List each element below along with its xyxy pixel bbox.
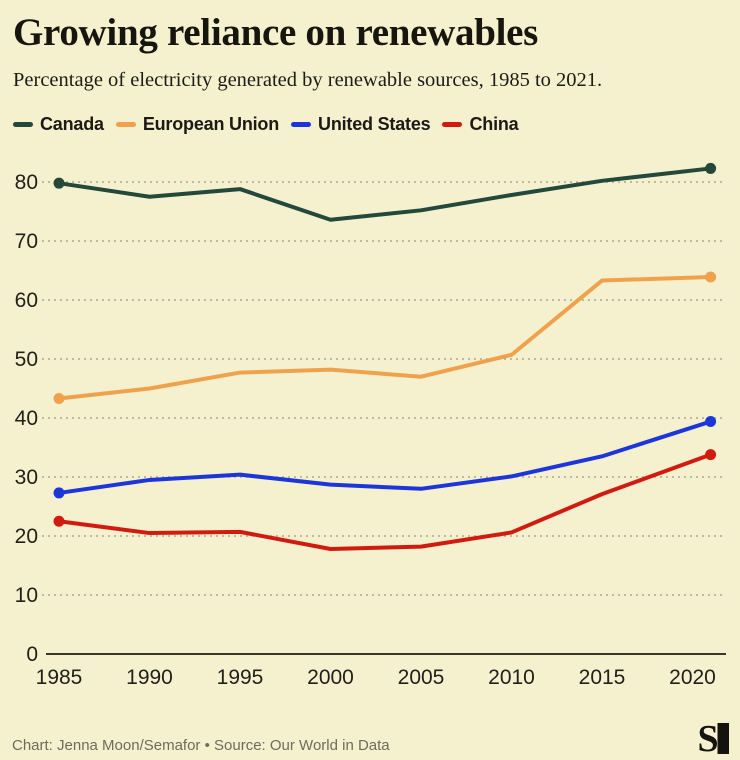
page-title: Growing reliance on renewables	[13, 11, 539, 54]
credit-line: Chart: Jenna Moon/Semafor • Source: Our …	[12, 737, 390, 754]
legend-label: United States	[318, 113, 431, 134]
legend-item-united-states: United States	[291, 113, 431, 135]
line-chart: 0 10 20 30 40 50 60 70 80 1985 1990 1995 2000 2005 201…	[15, 162, 726, 689]
legend-swatch	[13, 121, 33, 127]
legend-label: European Union	[142, 113, 280, 134]
x-tick-label-1990: 1990	[126, 666, 173, 689]
x-tick-label-1985: 1985	[36, 666, 83, 689]
legend-swatch	[291, 121, 312, 127]
legend-label: China	[469, 113, 519, 134]
legend-swatch	[115, 121, 136, 127]
svg-text:S: S	[698, 722, 719, 756]
series-line-european-union	[57, 274, 713, 401]
y-tick-label-10: 10	[15, 584, 38, 607]
legend-item-china: China	[442, 113, 519, 135]
x-tick-label-2020: 2020	[669, 666, 716, 689]
y-tick-label-30: 30	[15, 466, 38, 489]
chart-subtitle: Percentage of electricity generated by r…	[13, 69, 603, 91]
legend-label: Canada	[40, 113, 104, 134]
y-tick-label-0: 0	[26, 643, 38, 666]
y-tick-label-80: 80	[15, 171, 38, 194]
x-tick-label-2015: 2015	[579, 666, 626, 689]
legend: Canada European Union United States China	[13, 112, 519, 136]
series-endpoint-china	[53, 515, 65, 527]
x-tick-label-2010: 2010	[488, 666, 535, 689]
series-line-united-states	[57, 419, 713, 495]
series-endpoint-china	[705, 449, 717, 461]
y-tick-label-50: 50	[15, 348, 38, 371]
legend-item-european-union: European Union	[115, 113, 280, 135]
series-endpoint-european-union	[53, 393, 65, 405]
x-tick-label-2005: 2005	[398, 666, 445, 689]
series-endpoint-canada	[53, 177, 65, 189]
series-endpoint-canada	[705, 162, 717, 174]
series-line-china	[57, 452, 713, 551]
y-tick-label-40: 40	[15, 407, 38, 430]
legend-swatch	[442, 121, 463, 127]
semafor-logo-icon: S	[698, 722, 729, 756]
y-tick-label-70: 70	[15, 230, 38, 253]
series-endpoint-united-states	[53, 487, 65, 499]
footer: Chart: Jenna Moon/Semafor • Source: Our …	[0, 700, 740, 760]
x-tick-label-1995: 1995	[217, 666, 264, 689]
y-tick-label-20: 20	[15, 525, 38, 548]
legend-item-canada: Canada	[13, 114, 104, 135]
x-tick-label-2000: 2000	[307, 666, 354, 689]
series-line-canada	[57, 166, 713, 222]
y-tick-label-60: 60	[15, 289, 38, 312]
series-endpoint-european-union	[705, 271, 717, 283]
series-endpoint-united-states	[705, 416, 717, 428]
